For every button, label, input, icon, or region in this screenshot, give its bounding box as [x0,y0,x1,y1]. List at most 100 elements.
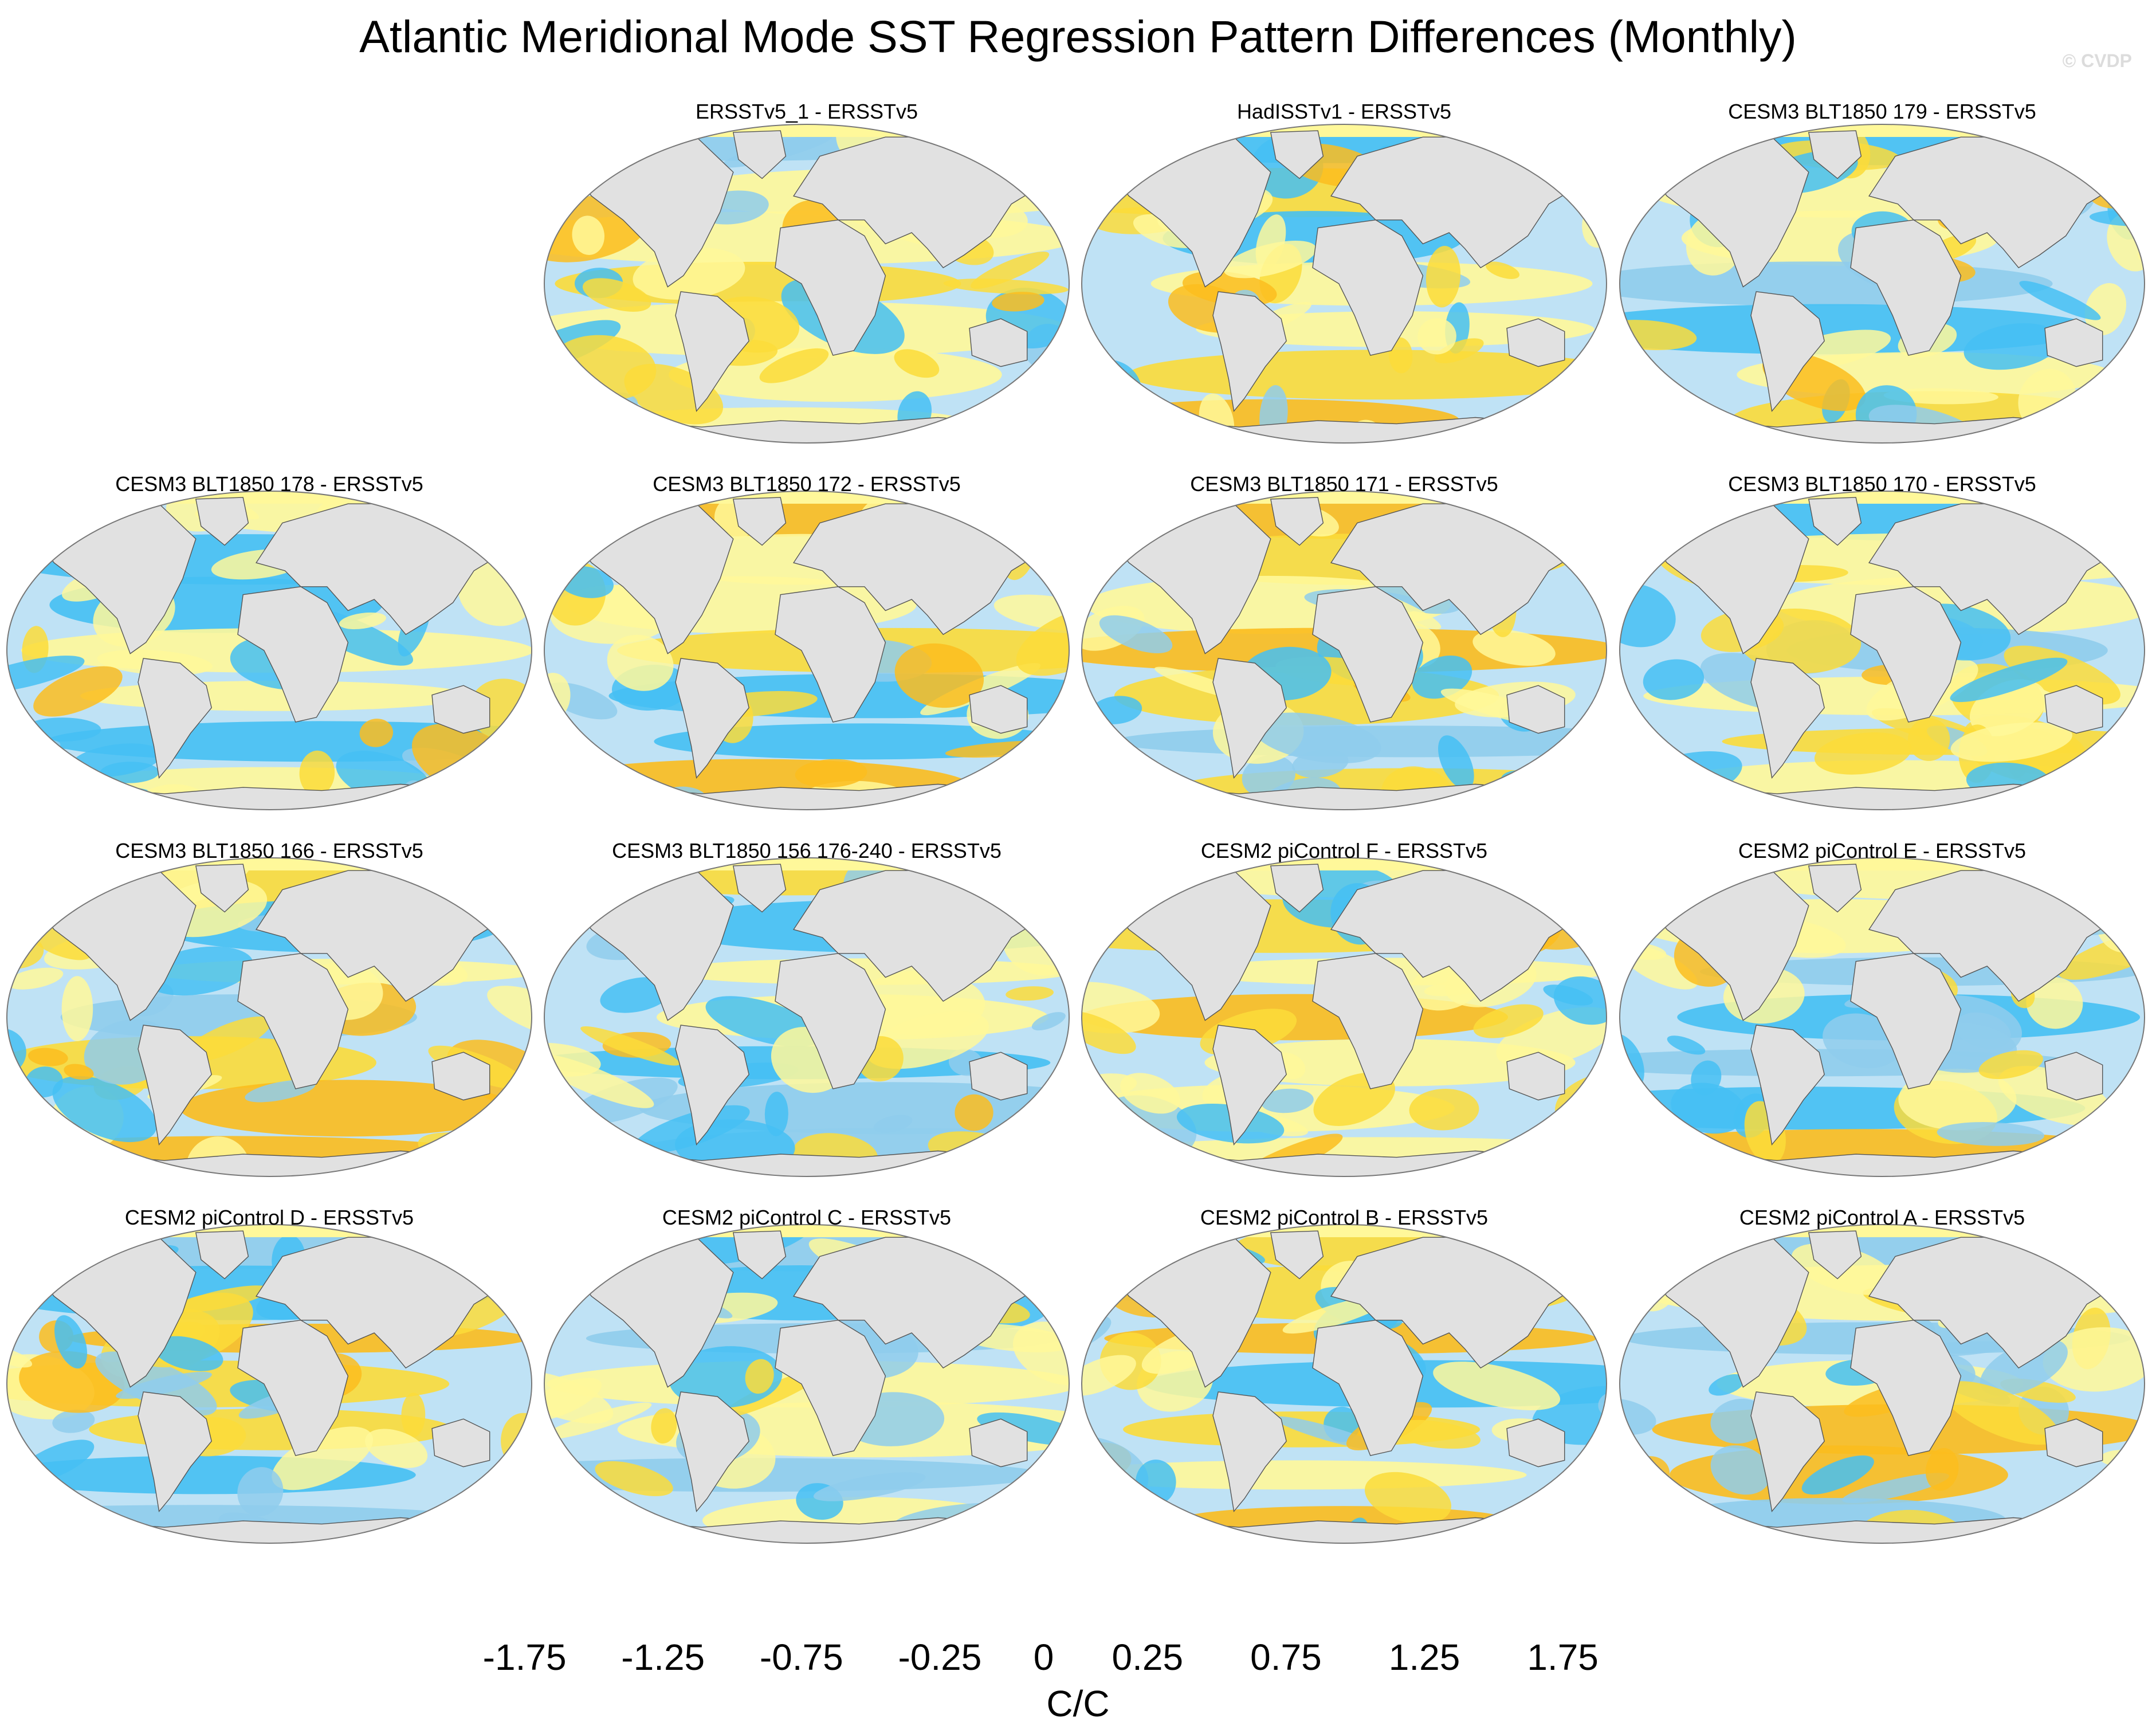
land-mass [2044,1052,2103,1101]
anomaly-patch [764,1092,788,1136]
anomaly-patch [1438,735,1474,790]
anomaly-patch [339,612,386,630]
land-mass [1750,658,1825,779]
anomaly-patch [1260,1088,1314,1113]
land-mass [732,864,787,913]
land-mass [2044,685,2103,734]
anomaly-patch [595,1461,673,1496]
colorbar-units: C/C [1046,1683,1110,1724]
anomaly-patch [1417,318,1456,355]
anomaly-patch [487,986,532,1039]
panel-title: CESM3 BLT1850 156 176-240 - ERSSTv5 [612,839,1002,862]
colorbar-tick-label: -0.25 [898,1637,982,1678]
land-mass [969,318,1028,367]
land-mass [195,497,249,546]
anomaly-patch [1364,1472,1452,1524]
anomaly-patch [1412,655,1472,699]
anomaly-patch [1620,583,1676,648]
panel-title: CESM2 piControl A - ERSSTv5 [1739,1206,2025,1229]
anomaly-patch [237,1467,284,1517]
land-mass [1506,1418,1565,1468]
anomaly-patch [992,292,1044,312]
map-panel [1619,124,2145,444]
land-mass [1808,497,1862,546]
anomaly-patch [61,976,93,1041]
land-mass [1750,1025,1825,1146]
anomaly-patch [1433,1362,1561,1410]
anomaly-patch [572,215,604,255]
map-border [1619,124,2145,444]
anomaly-patch [544,1378,602,1422]
land-mass [1212,1391,1287,1513]
map-border [1081,491,1607,810]
land-mass [1808,1230,1862,1280]
colorbar-tick-label: -1.75 [482,1637,567,1678]
land-mass [1506,685,1565,734]
anomaly-patch [2019,281,2101,320]
land-mass [2044,318,2103,367]
anomaly-patch [1978,1050,2043,1080]
anomaly-patch [582,278,651,312]
map-border [544,1224,1070,1544]
anomaly-patch [359,719,394,747]
colorbar-tick-label: -1.25 [621,1637,705,1678]
panel-title: CESM3 BLT1850 179 - ERSSTv5 [1728,100,2036,123]
anomaly-patch [7,967,64,990]
map-border [1081,1224,1607,1544]
colorbar-tick-label: 0.75 [1250,1637,1322,1678]
anomaly-patch [2026,977,2083,1029]
anomaly-patch [651,1408,677,1444]
anomaly-patch [1801,1455,1874,1494]
map-panel [1081,857,1607,1177]
anomaly-patch [2084,283,2127,336]
anomaly-patch [1543,984,1593,1006]
panel-title: CESM3 BLT1850 172 - ERSSTv5 [653,472,961,496]
land-mass [431,1052,490,1101]
anomaly-patch [299,750,335,796]
anomaly-patch [1486,261,1520,279]
anomaly-patch [1667,1035,1706,1055]
land-mass [237,953,349,1089]
anomaly-patch [1388,337,1413,374]
colorbar-tick-label: 1.25 [1388,1637,1460,1678]
panel-title: HadISSTv1 - ERSSTv5 [1236,100,1452,123]
land-mass [138,1391,212,1513]
anomaly-patch [600,977,672,1013]
colorbar-tick-label: 1.75 [1527,1637,1599,1678]
anomaly-patch [365,1429,428,1468]
land-mass [969,1418,1028,1468]
land-mass [1270,1230,1324,1280]
anomaly-patch [1709,1374,1745,1396]
land-mass [732,497,787,546]
land-mass [1750,1391,1825,1513]
land-mass [1270,864,1324,913]
anomaly-patch [1472,629,1556,666]
panel-title: CESM2 piControl E - ERSSTv5 [1738,839,2027,862]
land-mass [1312,1320,1424,1456]
land-mass [775,953,886,1089]
anomaly-patch [745,1359,774,1394]
anomaly-patch [1425,246,1461,308]
anomaly-patch [955,1094,993,1131]
land-mass [732,1230,787,1280]
land-mass [431,1418,490,1468]
land-mass [1312,219,1424,356]
land-mass [138,658,212,779]
anomaly-patch [1082,1011,1136,1054]
anomaly-patch [1691,1060,1722,1096]
land-mass [195,864,249,913]
land-mass [675,1025,749,1146]
panel-title: CESM2 piControl F - ERSSTv5 [1200,839,1488,862]
land-mass [775,1320,886,1456]
anomaly-patch [1082,982,1160,1034]
land-mass [775,586,886,723]
anomaly-patch [54,1315,88,1369]
land-mass [1850,219,1962,356]
land-mass [969,685,1028,734]
map-border [1081,124,1607,444]
anomaly-patch [1252,712,1381,764]
land-mass [1270,497,1324,546]
map-border [544,857,1070,1177]
anomaly-patch [100,762,159,783]
land-mass [1212,291,1287,413]
